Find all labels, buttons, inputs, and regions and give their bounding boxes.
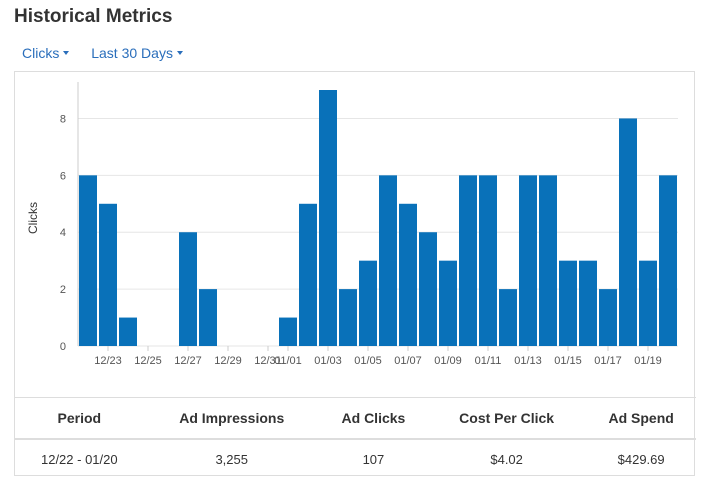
bar-01-02 (299, 203, 317, 346)
column-header-cost-per-click: Cost Per Click (426, 398, 587, 440)
x-tick-label: 12/29 (214, 355, 242, 367)
table-cell-ad-clicks: 107 (362, 451, 385, 467)
x-tick-label: 12/31 (254, 355, 282, 367)
bar-01-08 (419, 232, 437, 346)
bar-12-24 (119, 317, 137, 346)
x-tick-label: 01/07 (394, 355, 422, 367)
x-tick-label: 12/27 (174, 355, 202, 367)
bar-01-13 (519, 175, 537, 346)
table-cell-ad-spend: $429.69 (617, 451, 665, 467)
bar-12-23 (99, 203, 117, 346)
bar-01-19 (639, 260, 657, 346)
bar-12-28 (199, 289, 217, 346)
table-body: 12/22 - 01/20 3,255 107 $4.02 $429.69 (15, 439, 696, 478)
column-header-period: Period (15, 398, 144, 440)
bar-12-22 (79, 175, 97, 346)
summary-table: Period Ad Impressions Ad Clicks Cost Per Cl… (15, 398, 696, 478)
metrics-card: 0 2 4 6 8 Clicks 12/23 12/25 12/27 12/29 12/31 01/0… (14, 71, 696, 478)
caret-down-icon (176, 51, 183, 55)
bar-01-10 (459, 175, 477, 346)
x-tick-label: 01/03 (314, 355, 342, 367)
x-tick-label: 01/15 (554, 355, 582, 367)
y-tick-label: 8 (60, 113, 66, 125)
bar-01-15 (559, 260, 577, 346)
table-cell-cost-per-click: $4.02 (490, 451, 523, 467)
table-row: 12/22 - 01/20 3,255 107 $4.02 $429.69 (15, 439, 696, 478)
date-range-dropdown[interactable]: Last 30 Days (91, 45, 183, 61)
table-cell-ad-impressions: 3,255 (215, 451, 248, 467)
y-tick-label: 6 (60, 170, 66, 182)
y-axis-label: Clicks (26, 202, 40, 234)
filter-bar: Clicks Last 30 Days (22, 45, 201, 61)
table-header-row: Period Ad Impressions Ad Clicks Cost Per Cl… (15, 398, 696, 440)
bar-01-16 (579, 260, 597, 346)
bar-01-03 (319, 90, 337, 346)
x-tick-label: 01/05 (354, 355, 382, 367)
x-tick-label: 12/25 (134, 355, 162, 367)
metric-dropdown[interactable]: Clicks (22, 45, 70, 61)
column-header-ad-impressions: Ad Impressions (143, 398, 320, 440)
bar-01-14 (539, 175, 557, 346)
bar-01-04 (339, 289, 357, 346)
x-tick-label: 01/11 (475, 355, 502, 367)
table-cell-period: 12/22 - 01/20 (40, 451, 118, 467)
x-tick-label: 01/09 (434, 355, 462, 367)
bar-01-12 (499, 289, 517, 346)
bar-01-17 (599, 289, 617, 346)
x-tick-label: 01/17 (594, 355, 622, 367)
caret-down-icon (63, 51, 70, 55)
column-header-ad-clicks: Ad Clicks (319, 398, 427, 440)
bar-01-11 (479, 175, 497, 346)
date-range-dropdown-label: Last 30 Days (91, 45, 173, 61)
page-title: Historical Metrics (14, 6, 173, 27)
bar-01-06 (379, 175, 397, 346)
bar-01-01 (279, 317, 297, 346)
bar-01-20 (659, 175, 677, 346)
x-tick-label: 01/19 (634, 355, 662, 367)
y-tick-label: 4 (60, 227, 66, 239)
bar-01-05 (359, 260, 377, 346)
card-divider (15, 397, 696, 398)
bar-12-27 (179, 232, 197, 346)
column-header-ad-spend: Ad Spend (586, 398, 696, 440)
x-tick-label: 12/23 (94, 355, 122, 367)
bar-01-07 (399, 203, 417, 346)
y-tick-label: 0 (60, 341, 66, 353)
x-tick-label: 01/01 (274, 355, 302, 367)
metric-dropdown-label: Clicks (22, 45, 60, 61)
chart-area: 0 2 4 6 8 Clicks 12/23 12/25 12/27 12/29 12/31 01/0… (15, 72, 696, 398)
bar-01-18 (619, 118, 637, 346)
bar-01-09 (439, 260, 457, 346)
y-tick-label: 2 (60, 284, 66, 296)
x-tick-label: 01/13 (514, 355, 542, 367)
